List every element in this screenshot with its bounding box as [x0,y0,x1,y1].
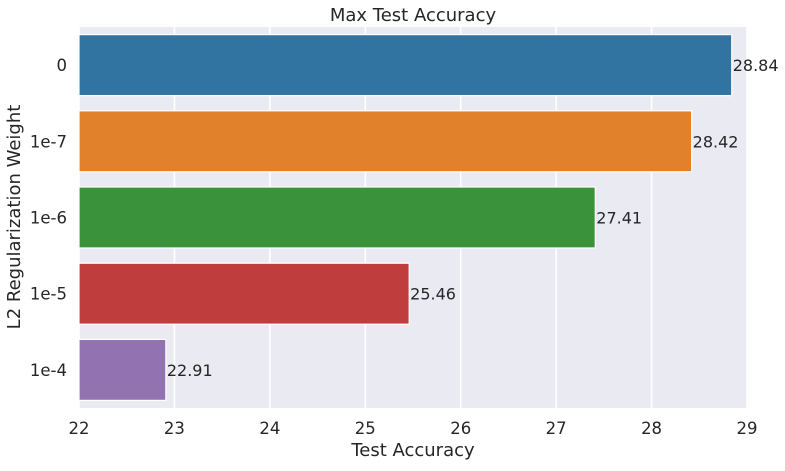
x-axis-label: Test Accuracy [350,440,475,461]
bar-1 [78,110,693,173]
x-tick-label: 25 [355,419,376,438]
y-tick-label: 1e-7 [30,132,67,151]
data-label-3: 25.46 [410,285,456,304]
bar-2 [78,186,596,249]
bars [78,34,733,401]
data-label-4: 22.91 [167,361,213,380]
y-tick-label: 1e-5 [30,285,67,304]
x-tick-label: 29 [737,419,758,438]
y-axis-ticks: 0 1e-7 1e-6 1e-5 1e-4 [30,56,67,380]
bar-4 [78,338,167,401]
x-tick-label: 24 [259,419,280,438]
y-axis-label: L2 Regularization Weight [4,105,25,330]
data-label-2: 27.41 [596,209,642,228]
data-labels: 28.84 28.42 27.41 25.46 22.91 [167,56,779,380]
chart-title: Max Test Accuracy [330,5,497,26]
x-tick-label: 22 [69,419,90,438]
bar-3 [78,262,410,325]
y-tick-label: 0 [57,56,68,75]
x-tick-label: 23 [164,419,185,438]
x-axis-ticks: 22 23 24 25 26 27 28 29 [69,419,758,438]
data-label-1: 28.42 [693,132,739,151]
x-tick-label: 26 [450,419,471,438]
data-label-0: 28.84 [733,56,779,75]
y-tick-label: 1e-4 [30,361,67,380]
y-tick-label: 1e-6 [30,209,67,228]
x-tick-label: 27 [546,419,567,438]
bar-0 [78,34,733,97]
x-tick-label: 28 [641,419,662,438]
